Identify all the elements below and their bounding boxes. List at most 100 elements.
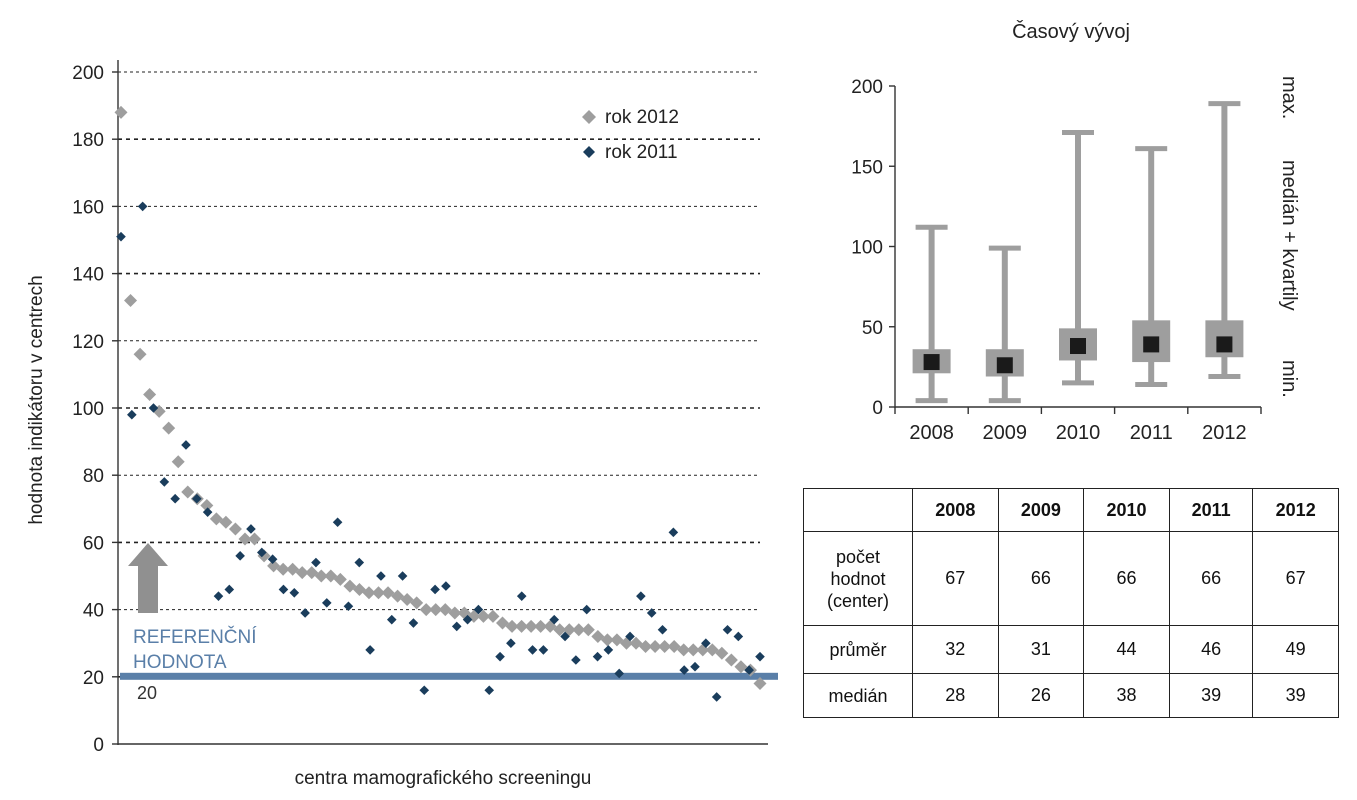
data-point [408,618,419,628]
data-point [724,653,738,667]
box-x-tick-label: 2012 [1202,422,1247,444]
row-label-line: hodnot [830,568,886,589]
data-point [332,517,343,528]
table-row: počet hodnot (center) 67 66 66 66 67 [803,531,1339,626]
data-point [581,604,592,615]
data-point [267,554,278,564]
data-point [278,584,289,595]
data-point [534,619,548,633]
data-point [170,493,180,504]
table-cell: 67 [1252,531,1339,626]
data-point [202,507,213,517]
scatter-y-tick-label: 100 [72,399,104,420]
box-x-tick-label: 2008 [909,422,954,444]
data-point [256,547,267,558]
data-point [362,586,376,600]
data-point [314,569,328,583]
scatter-x-axis-label: centra mamografického screeningu [295,768,592,789]
data-point [527,645,538,655]
scatter-y-tick-label: 200 [72,63,104,84]
statistics-table: 2008 2009 2010 2011 2012 počet hodnot (c… [803,488,1339,718]
box-x-tick-label: 2010 [1056,422,1101,444]
data-point [171,455,185,469]
table-cell: 26 [997,673,1085,718]
data-point [646,608,657,618]
data-point [572,623,586,637]
data-point [219,515,233,529]
table-row: medián 28 26 38 39 39 [803,673,1339,718]
table-header-cell: 2011 [1168,488,1254,532]
scatter-y-tick-label: 160 [72,197,104,218]
reference-line [120,672,778,680]
table-row: průměr 32 31 44 46 49 [803,625,1339,674]
table-cell: 31 [997,625,1085,674]
scatter-y-tick-label: 20 [83,668,104,689]
table-cell: 28 [912,673,999,718]
box-y-tick-label: 150 [851,157,883,178]
data-point [200,498,214,512]
data-point [410,596,424,610]
data-point [162,421,176,435]
reference-group: REFERENČNÍ HODNOTA 20 [120,543,778,703]
data-point [755,651,765,662]
table-cell: 66 [1168,531,1254,626]
data-point [701,638,711,648]
data-point [495,651,505,662]
box-y-ticks: 0 50 100 150 200 [851,77,895,419]
row-label-line: počet [835,546,881,567]
table-cell: 46 [1168,625,1254,674]
scatter-y-axis-label: hodnota indikátoru v centrech [26,275,47,524]
data-point [711,692,722,702]
data-point [553,623,567,637]
data-point [289,588,300,598]
data-point [386,614,397,625]
data-point [192,493,202,504]
box-median-marker [996,357,1013,374]
side-label-max: max. [1278,76,1300,119]
data-point [376,571,386,581]
table-header-cell: 2012 [1252,488,1339,532]
data-point [658,640,672,654]
box-y-tick-label: 200 [851,77,883,98]
legend-label: rok 2011 [605,142,678,163]
data-point [679,665,689,675]
table-cell: 44 [1083,625,1170,674]
data-point [636,591,646,601]
scatter-legend: rok 2012 rok 2011 [582,107,679,163]
data-point [560,631,570,642]
side-label-median: medián + kvartily [1278,160,1300,311]
data-point [600,633,614,647]
data-point [744,665,754,675]
data-point [441,581,451,591]
legend-label: rok 2012 [605,107,679,128]
scatter-y-tick-label: 0 [93,735,104,756]
scatter-y-tick-label: 120 [72,332,104,353]
data-point [248,532,262,546]
data-point [276,562,290,576]
data-point [397,571,408,581]
data-point [515,619,529,633]
table-header-cell: 2008 [912,488,999,532]
scatter-y-tick-label: 80 [83,466,104,487]
data-point [473,604,484,615]
data-point [677,643,691,657]
data-point [524,619,538,633]
table-cell: 39 [1168,673,1254,718]
scatter-y-ticks: 0 20 40 60 80 100 120 140 160 180 200 [72,63,118,756]
table-header-cell: 2010 [1083,488,1170,532]
legend-marker [582,110,596,124]
data-point [143,388,157,402]
data-point [311,557,321,568]
data-point [300,608,310,618]
data-point [148,403,159,413]
reference-label-line1: REFERENČNÍ [133,626,257,648]
box-y-tick-label: 100 [851,238,883,259]
box-median-marker [923,354,940,371]
reference-arrow-icon [128,543,168,613]
data-point [581,623,595,637]
data-point [114,105,128,119]
data-point [181,485,195,499]
data-point [419,603,433,617]
table-header-cell [803,488,913,532]
data-point [484,685,495,696]
